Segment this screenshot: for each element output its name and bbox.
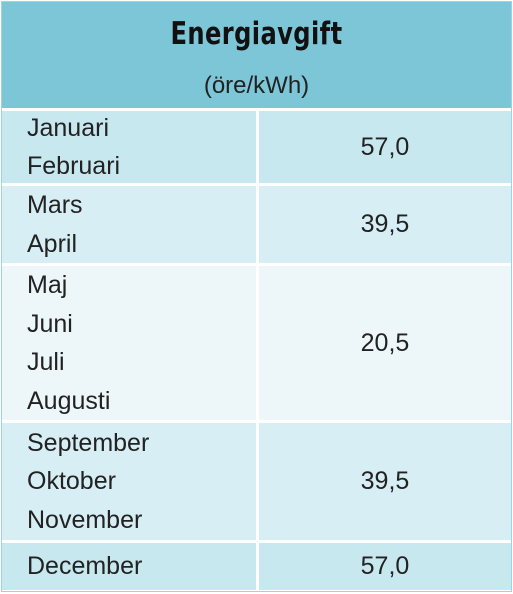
table-header: Energiavgift (öre/kWh) <box>2 2 511 108</box>
table-row: Januari Februari 57,0 <box>2 111 511 183</box>
months-cell: Maj Juni Juli Augusti <box>2 266 256 420</box>
table-row: Mars April 39,5 <box>2 186 511 263</box>
months-cell: Mars April <box>2 186 256 263</box>
fee-value: 57,0 <box>259 111 511 183</box>
month-name: Maj <box>27 271 68 299</box>
month-name: Augusti <box>27 386 111 415</box>
month-name: Mars <box>27 191 83 219</box>
header-title: Energiavgift <box>170 16 343 52</box>
fee-value: 20,5 <box>259 266 511 420</box>
month-name: December <box>27 552 143 581</box>
months-cell: Januari Februari <box>2 111 256 183</box>
month-name: April <box>27 229 78 258</box>
table-row: December 57,0 <box>2 543 511 590</box>
months-cell: December <box>2 543 256 590</box>
month-name: September <box>27 428 150 457</box>
month-name: Oktober <box>27 467 116 496</box>
header-subtitle: (öre/kWh) <box>203 72 310 99</box>
month-name: Juli <box>27 348 65 376</box>
fee-value: 57,0 <box>259 543 511 590</box>
table-body: Januari Februari 57,0 Mars April 39,5 Maj Juni J… <box>2 111 511 590</box>
fee-value: 39,5 <box>259 423 511 540</box>
month-name: November <box>27 505 143 534</box>
table-row: September Oktober November 39,5 <box>2 423 511 540</box>
months-cell: September Oktober November <box>2 423 256 540</box>
month-name: Januari <box>27 113 109 142</box>
month-name: Juni <box>27 309 73 338</box>
month-name: Februari <box>27 152 121 180</box>
table-row: Maj Juni Juli Augusti 20,5 <box>2 266 511 420</box>
fee-value: 39,5 <box>259 186 511 263</box>
